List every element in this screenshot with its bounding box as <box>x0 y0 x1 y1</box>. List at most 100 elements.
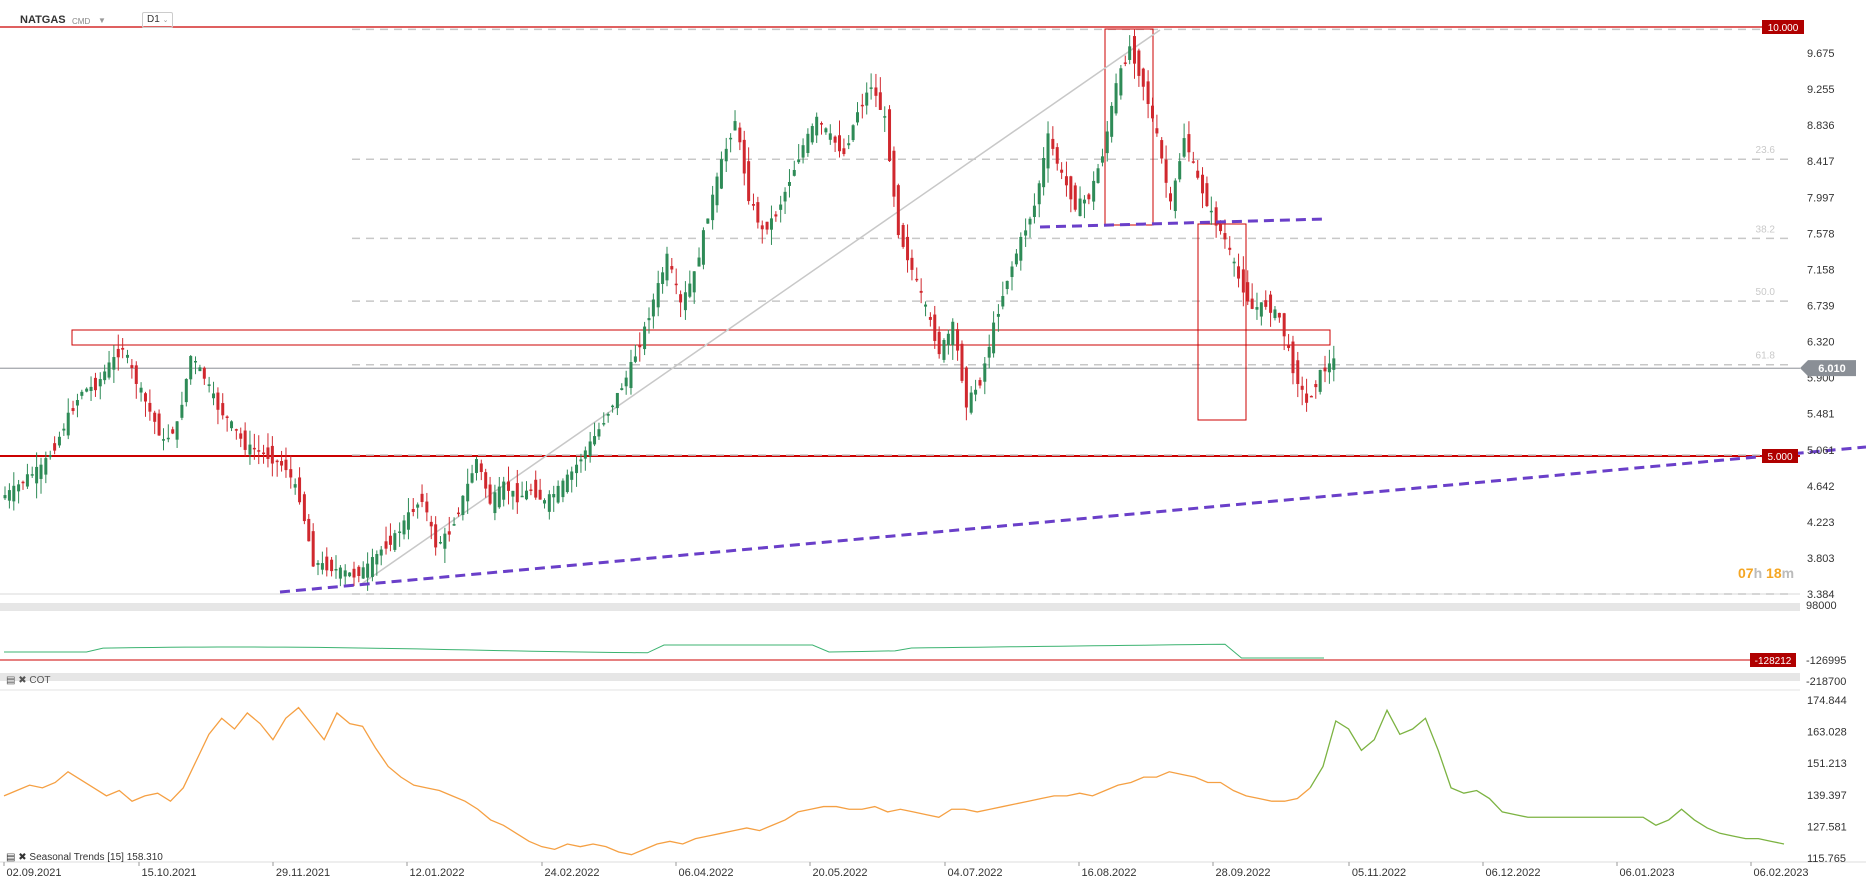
candle-body <box>529 489 533 491</box>
candle-body <box>239 433 243 439</box>
candle-body <box>320 563 324 570</box>
candle-body <box>1005 280 1009 290</box>
candle-body <box>1024 230 1028 236</box>
candle-body <box>121 347 125 350</box>
candle-body <box>425 501 429 513</box>
candle-body <box>656 283 660 308</box>
candle-body <box>452 524 456 526</box>
candle-body <box>270 445 274 464</box>
candle-body <box>166 437 170 440</box>
candle-body <box>221 403 225 416</box>
support-trendline <box>279 445 1866 594</box>
candle-body <box>692 271 696 293</box>
candle-body <box>556 485 560 503</box>
candle-body <box>198 367 202 372</box>
candle-body <box>847 143 851 146</box>
seasonal-pane-label: ▤ ✖ Seasonal Trends [15] 158.310 <box>6 852 163 863</box>
cot-pane-label: ▤ ✖ COT <box>6 675 51 686</box>
candle-body <box>1178 161 1182 180</box>
indicator-value-label: -128212 <box>1755 656 1792 667</box>
candle-body <box>896 185 900 236</box>
candle-body <box>388 535 392 545</box>
close-icon[interactable]: ✖ <box>18 852 27 863</box>
candle-body <box>1173 180 1177 212</box>
candle-body <box>833 136 837 143</box>
menu-icon[interactable]: ▤ <box>6 852 16 863</box>
candle-body <box>806 133 810 153</box>
trendlines[interactable] <box>279 217 1866 594</box>
candle-body <box>611 405 615 408</box>
y-tick-label: 163.028 <box>1807 727 1847 739</box>
instrument-symbol[interactable]: NATGAS <box>20 14 66 26</box>
candle-body <box>25 474 29 487</box>
candle-body <box>1196 170 1200 178</box>
candle-body <box>298 477 302 503</box>
candle-body <box>3 495 7 499</box>
chevron-down-icon: ⌄ <box>162 17 169 24</box>
close-icon[interactable]: ✖ <box>18 675 27 686</box>
y-tick-label: 4.223 <box>1807 517 1835 529</box>
candle-body <box>103 371 107 381</box>
candle-body <box>919 290 923 293</box>
x-tick-label: 04.07.2022 <box>947 867 1002 879</box>
candle-body <box>987 346 991 358</box>
pane-divider-bar[interactable] <box>0 603 1800 611</box>
x-tick-label: 06.04.2022 <box>678 867 733 879</box>
candle-body <box>719 159 723 189</box>
candle-body <box>21 481 25 484</box>
level-tag-label: 5.000 <box>1767 452 1792 463</box>
timeframe-select[interactable]: D1 ⌄ <box>142 12 174 28</box>
candle-body <box>842 148 846 155</box>
candle-body <box>511 490 515 497</box>
candle-body <box>1092 180 1096 202</box>
drawing-objects[interactable] <box>71 28 1331 586</box>
candle-body <box>1119 68 1123 96</box>
candle-body <box>724 148 728 162</box>
y-tick-label: 115.765 <box>1807 853 1846 865</box>
y-tick-label: 8.417 <box>1807 156 1835 168</box>
y-tick-label: 139.397 <box>1807 790 1847 802</box>
candle-body <box>1123 62 1127 64</box>
candle-body <box>570 471 574 480</box>
x-tick-label: 06.01.2023 <box>1619 867 1674 879</box>
candle-body <box>497 486 501 508</box>
y-tick-label: 7.997 <box>1807 192 1835 204</box>
candle-body <box>565 474 569 493</box>
candle-body <box>1082 199 1086 204</box>
x-tick-label: 16.08.2022 <box>1081 867 1136 879</box>
candle-body <box>1019 236 1023 261</box>
candle-body <box>89 386 93 391</box>
candle-body <box>125 354 129 358</box>
candle-body <box>665 253 669 281</box>
candle-body <box>597 429 601 437</box>
pane-divider-bar[interactable] <box>0 673 1800 681</box>
candle-body <box>171 429 175 434</box>
candle-body <box>1055 147 1059 164</box>
menu-icon[interactable]: ▤ <box>6 675 16 686</box>
candle-body <box>280 461 284 466</box>
x-tick-label: 06.12.2022 <box>1485 867 1540 879</box>
candle-body <box>456 512 460 515</box>
candle-body <box>1323 367 1327 372</box>
candle-body <box>787 181 791 186</box>
candle-body <box>1214 207 1218 226</box>
candle-body <box>343 570 347 577</box>
candle-body <box>7 490 11 501</box>
candle-body <box>139 387 143 393</box>
candle-body <box>769 218 773 230</box>
candle-body <box>62 428 66 431</box>
candle-body <box>1246 282 1250 302</box>
candle-body <box>438 541 442 544</box>
candle-body <box>946 333 950 346</box>
y-tick-label: 127.581 <box>1807 821 1847 833</box>
candle-body <box>71 408 75 412</box>
candle-body <box>379 549 383 556</box>
candle-body <box>1219 223 1223 232</box>
chevron-down-icon[interactable]: ▼ <box>98 16 106 25</box>
candle-body <box>1164 159 1168 183</box>
seasonal-line-forecast <box>1309 708 1785 845</box>
candle-body <box>466 483 470 502</box>
x-tick-label: 15.10.2021 <box>141 867 196 879</box>
current-price-tag <box>1800 360 1856 377</box>
